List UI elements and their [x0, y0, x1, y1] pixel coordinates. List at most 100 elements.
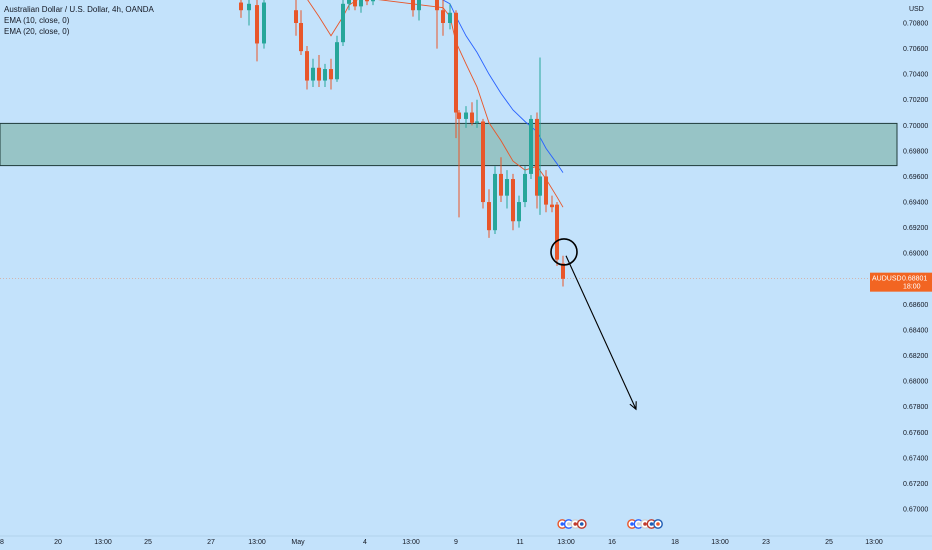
candle[interactable] — [294, 10, 298, 23]
candle[interactable] — [505, 179, 509, 196]
candle[interactable] — [317, 67, 321, 81]
candle[interactable] — [247, 3, 251, 11]
candle[interactable] — [255, 5, 259, 44]
candle[interactable] — [544, 176, 548, 205]
zone-rectangle[interactable] — [0, 122, 898, 167]
price-axis-tick: 0.70800 — [903, 21, 928, 28]
price-axis-tick: 0.67000 — [903, 507, 928, 514]
time-axis-label: 13:00 — [402, 539, 420, 546]
candle[interactable] — [475, 121, 479, 123]
ema20-line[interactable] — [437, 0, 564, 173]
candle[interactable] — [538, 176, 542, 196]
candle[interactable] — [417, 0, 421, 11]
price-axis-tick: 0.69400 — [903, 200, 928, 207]
price-axis-tick: 0.70000 — [903, 123, 928, 130]
candle[interactable] — [535, 118, 539, 196]
time-axis-label: 13:00 — [248, 539, 266, 546]
candle[interactable] — [365, 0, 369, 2]
chart-legend: Australian Dollar / U.S. Dollar, 4h, OAN… — [4, 4, 154, 37]
candle[interactable] — [481, 121, 485, 203]
price-axis-tick: 0.69200 — [903, 225, 928, 232]
candle[interactable] — [329, 69, 333, 80]
legend-ema20[interactable]: EMA (20, close, 0) — [4, 27, 70, 36]
candle[interactable] — [262, 2, 266, 44]
time-axis-label: 13:00 — [94, 539, 112, 546]
candle[interactable] — [464, 112, 468, 119]
candle[interactable] — [341, 3, 345, 43]
time-axis-label: 9 — [454, 539, 458, 546]
time-axis-label: 20 — [54, 539, 62, 546]
price-axis-tick: 0.68000 — [903, 379, 928, 386]
price-axis-tick: 0.70600 — [903, 46, 928, 53]
price-axis-tick: 0.69600 — [903, 174, 928, 181]
time-axis-label: 25 — [144, 539, 152, 546]
candle[interactable] — [239, 2, 243, 11]
candle[interactable] — [311, 67, 315, 81]
time-axis-label: 18 — [671, 539, 679, 546]
price-axis-tick: 0.67200 — [903, 481, 928, 488]
candle[interactable] — [347, 0, 351, 4]
time-axis-label: 4 — [363, 539, 367, 546]
price-axis-tick: 0.67800 — [903, 404, 928, 411]
price-axis-tick: 0.68200 — [903, 353, 928, 360]
candle[interactable] — [335, 42, 339, 80]
time-axis-label: 13:00 — [711, 539, 729, 546]
candle[interactable] — [299, 23, 303, 52]
arrow-head — [629, 401, 637, 411]
candle[interactable] — [499, 173, 503, 196]
candle[interactable] — [448, 12, 452, 23]
time-axis-label: 23 — [762, 539, 770, 546]
candle[interactable] — [550, 204, 554, 208]
candle[interactable] — [323, 69, 327, 81]
candle[interactable] — [523, 173, 527, 203]
price-tag-value: 0.68801 — [902, 276, 927, 283]
economic-event-icon-dot — [560, 522, 565, 526]
candle[interactable] — [517, 202, 521, 222]
candle[interactable] — [561, 263, 565, 279]
legend-ema10[interactable]: EMA (10, close, 0) — [4, 16, 70, 25]
candle[interactable] — [371, 0, 375, 2]
circle-annotation[interactable] — [550, 238, 578, 266]
time-axis-label: 11 — [516, 539, 523, 546]
time-axis-label: 13:00 — [865, 539, 883, 546]
arrow-annotation[interactable] — [565, 255, 637, 410]
candle[interactable] — [305, 51, 309, 81]
candle[interactable] — [511, 179, 515, 222]
economic-event-icon-dot — [649, 522, 654, 526]
price-tag-symbol: AUDUSD — [872, 276, 902, 283]
candle[interactable] — [529, 118, 533, 174]
price-axis-tick: 0.68600 — [903, 302, 928, 309]
economic-event-icon-dot — [656, 522, 660, 526]
candle[interactable] — [435, 0, 439, 11]
economic-event-icon-dot — [579, 522, 584, 526]
price-axis-tick: 0.70400 — [903, 72, 928, 79]
time-axis-label: 16 — [608, 539, 616, 546]
candle[interactable] — [487, 202, 491, 231]
price-tag[interactable] — [870, 272, 932, 292]
candle[interactable] — [493, 173, 497, 231]
candle[interactable] — [441, 10, 445, 23]
economic-event-icon-dot — [566, 522, 571, 526]
candle[interactable] — [359, 0, 363, 7]
price-axis-tick: 0.68400 — [903, 327, 928, 334]
candle[interactable] — [454, 12, 458, 113]
time-axis-label: 13:00 — [557, 539, 575, 546]
price-axis-tick: 0.67600 — [903, 430, 928, 437]
candle[interactable] — [457, 112, 461, 119]
economic-event-icon-dot — [630, 522, 634, 526]
price-axis-tick: 0.67400 — [903, 455, 928, 462]
economic-event-icon-dot — [636, 522, 641, 526]
candle[interactable] — [555, 204, 559, 260]
candle[interactable] — [353, 0, 357, 7]
time-axis-label: 27 — [207, 539, 215, 546]
time-axis-label: 25 — [825, 539, 833, 546]
legend-symbol[interactable]: Australian Dollar / U.S. Dollar, 4h, OAN… — [4, 5, 154, 14]
price-tag-countdown: 18:00 — [903, 284, 921, 291]
economic-event-icon-dot — [643, 522, 647, 526]
price-axis-currency: USD — [909, 6, 924, 13]
candle[interactable] — [411, 0, 415, 11]
candle[interactable] — [470, 112, 474, 123]
